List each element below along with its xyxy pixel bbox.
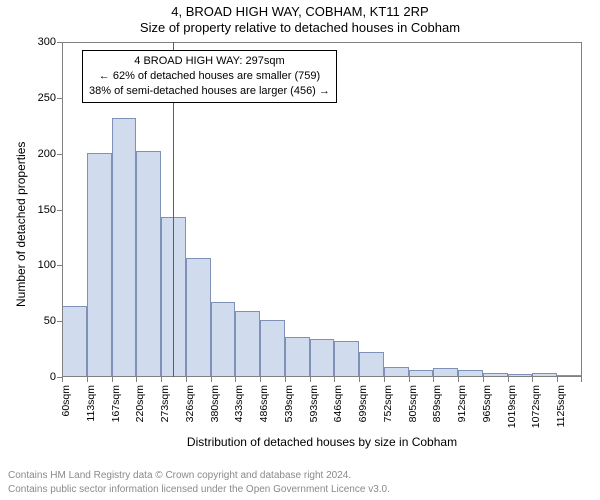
- x-tick-label: 912sqm: [456, 385, 468, 422]
- x-tick-mark: [458, 377, 459, 382]
- x-tick-mark: [557, 377, 558, 382]
- x-tick-mark: [62, 377, 63, 382]
- plot-area: 4 BROAD HIGH WAY: 297sqm ← 62% of detach…: [62, 42, 582, 377]
- x-tick-label: 273sqm: [159, 385, 171, 422]
- x-tick-mark: [532, 377, 533, 382]
- y-tick-label: 50: [26, 315, 56, 327]
- x-tick-label: 326sqm: [184, 385, 196, 422]
- x-tick-label: 593sqm: [308, 385, 320, 422]
- x-tick-mark: [235, 377, 236, 382]
- x-tick-label: 1019sqm: [506, 385, 518, 428]
- y-tick-label: 100: [26, 259, 56, 271]
- x-tick-label: 805sqm: [407, 385, 419, 422]
- title-line-2: Size of property relative to detached ho…: [0, 20, 600, 36]
- title-line-1: 4, BROAD HIGH WAY, COBHAM, KT11 2RP: [0, 4, 600, 20]
- x-tick-label: 752sqm: [382, 385, 394, 422]
- x-tick-mark: [359, 377, 360, 382]
- x-tick-mark: [186, 377, 187, 382]
- annotation-text-3: 38% of semi-detached houses are larger (…: [89, 84, 330, 99]
- x-axis-label: Distribution of detached houses by size …: [62, 435, 582, 449]
- x-tick-mark: [310, 377, 311, 382]
- x-tick-mark: [211, 377, 212, 382]
- annotation-text-1: 4 BROAD HIGH WAY: 297sqm: [89, 54, 330, 69]
- x-tick-label: 1125sqm: [555, 385, 567, 427]
- y-axis-label: Number of detached properties: [14, 142, 28, 307]
- footer-line-1: Contains HM Land Registry data © Crown c…: [8, 469, 351, 482]
- x-tick-label: 699sqm: [357, 385, 369, 422]
- x-tick-mark: [508, 377, 509, 382]
- x-tick-label: 167sqm: [110, 385, 122, 422]
- x-tick-mark: [433, 377, 434, 382]
- x-tick-mark: [112, 377, 113, 382]
- x-tick-label: 380sqm: [209, 385, 221, 422]
- footer-line-2: Contains public sector information licen…: [8, 483, 390, 496]
- x-tick-mark: [483, 377, 484, 382]
- y-tick-label: 250: [26, 92, 56, 104]
- x-tick-label: 859sqm: [431, 385, 443, 422]
- x-tick-mark: [161, 377, 162, 382]
- x-tick-label: 433sqm: [233, 385, 245, 422]
- y-tick-label: 150: [26, 204, 56, 216]
- annotation-text-2: ← 62% of detached houses are smaller (75…: [89, 69, 330, 84]
- x-tick-mark: [136, 377, 137, 382]
- x-tick-label: 60sqm: [60, 385, 72, 417]
- x-tick-label: 646sqm: [332, 385, 344, 422]
- x-tick-mark: [581, 377, 582, 382]
- x-tick-mark: [384, 377, 385, 382]
- x-tick-label: 113sqm: [85, 385, 97, 422]
- x-tick-label: 539sqm: [283, 385, 295, 422]
- chart-figure: { "figure": { "width_px": 600, "height_p…: [0, 0, 600, 500]
- x-tick-mark: [87, 377, 88, 382]
- y-tick-label: 0: [26, 371, 56, 383]
- title-block: 4, BROAD HIGH WAY, COBHAM, KT11 2RP Size…: [0, 4, 600, 37]
- y-tick-label: 300: [26, 36, 56, 48]
- x-tick-label: 965sqm: [481, 385, 493, 422]
- x-tick-mark: [409, 377, 410, 382]
- x-tick-label: 220sqm: [134, 385, 146, 422]
- x-tick-label: 1072sqm: [530, 385, 542, 428]
- x-tick-label: 486sqm: [258, 385, 270, 422]
- x-tick-mark: [285, 377, 286, 382]
- x-tick-mark: [334, 377, 335, 382]
- x-tick-mark: [260, 377, 261, 382]
- annotation-box: 4 BROAD HIGH WAY: 297sqm ← 62% of detach…: [82, 50, 337, 103]
- y-tick-label: 200: [26, 148, 56, 160]
